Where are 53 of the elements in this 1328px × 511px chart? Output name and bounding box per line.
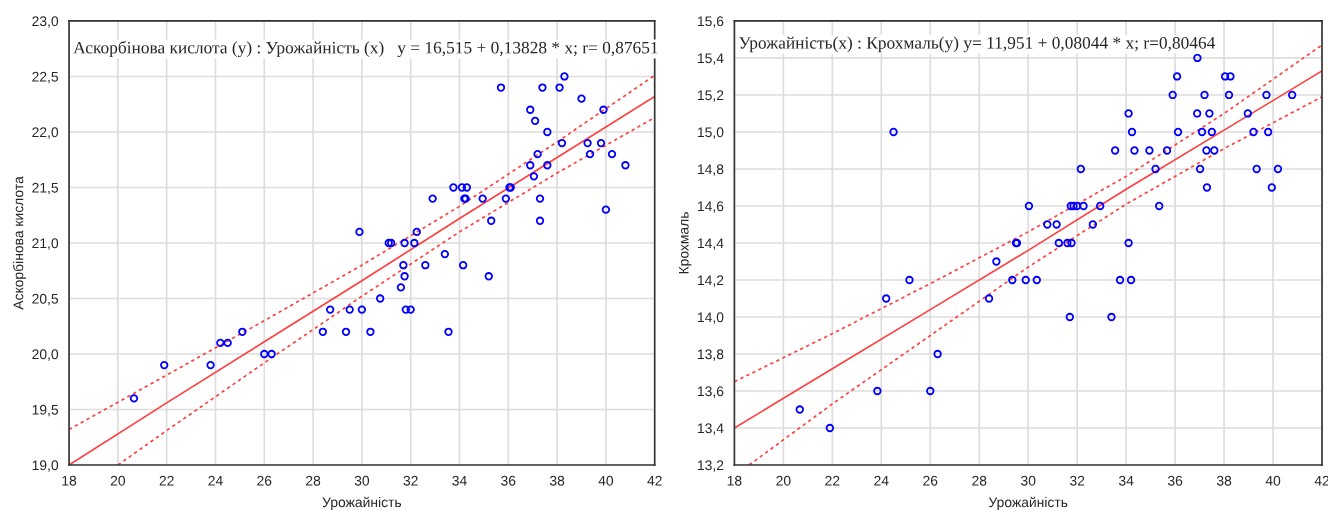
- y-axis-title: Аскорбінова кислота: [12, 176, 27, 310]
- x-tick-label: 32: [403, 475, 418, 486]
- x-tick-label: 20: [110, 475, 126, 486]
- x-tick-label: 26: [923, 475, 938, 486]
- x-tick-label: 30: [354, 475, 370, 486]
- y-tick-label: 13,6: [698, 386, 724, 398]
- y-tick-label: 14,8: [698, 164, 724, 176]
- y-tick-label: 14,6: [698, 201, 724, 213]
- y-tick-label: 13,2: [698, 460, 724, 472]
- y-tick-label: 21,0: [32, 238, 59, 250]
- y-tick-label: 20,5: [32, 293, 59, 306]
- x-tick-label: 38: [549, 475, 565, 486]
- x-tick-label: 28: [972, 475, 987, 486]
- x-tick-label: 18: [727, 475, 742, 486]
- x-tick-label: 34: [452, 475, 467, 486]
- y-tick-label: 19,0: [32, 460, 59, 472]
- x-tick-label: 24: [874, 475, 889, 486]
- x-tick-label: 36: [501, 475, 516, 486]
- x-axis-title: Урожайність: [988, 496, 1068, 510]
- x-tick-label: 22: [825, 475, 840, 486]
- y-tick-label: 19,5: [32, 404, 59, 417]
- y-tick-label: 15,4: [698, 53, 724, 65]
- x-tick-label: 30: [1021, 475, 1036, 486]
- x-tick-label: 40: [1265, 475, 1281, 486]
- y-tick-label: 14,4: [698, 238, 724, 250]
- x-tick-label: 18: [62, 475, 77, 486]
- y-tick-label: 13,8: [698, 349, 724, 361]
- y-tick-label: 22,0: [32, 127, 59, 139]
- x-tick-label: 34: [1118, 475, 1134, 486]
- y-tick-label: 13,4: [698, 423, 724, 435]
- x-tick-label: 38: [1216, 475, 1232, 486]
- x-tick-label: 32: [1069, 475, 1085, 486]
- x-tick-label: 36: [1167, 475, 1183, 486]
- y-axis-title: Крохмаль: [678, 212, 692, 274]
- y-tick-label: 21,5: [32, 182, 59, 195]
- x-tick-label: 26: [257, 475, 272, 486]
- y-tick-label: 22,5: [32, 71, 59, 84]
- y-tick-label: 14,0: [698, 312, 724, 324]
- x-tick-label: 20: [776, 475, 791, 486]
- y-tick-label: 15,0: [698, 127, 724, 139]
- x-axis-title: Урожайність: [322, 496, 402, 510]
- y-tick-label: 15,6: [698, 16, 724, 28]
- y-tick-label: 23,0: [32, 16, 59, 28]
- x-tick-label: 42: [647, 475, 662, 486]
- x-tick-label: 40: [598, 475, 614, 486]
- text: Урожайність(x) : Крохмаль(y) y= 11,951 + 0,08044 * x; r=0,80464: [739, 36, 1216, 53]
- y-tick-label: 14,2: [698, 275, 724, 287]
- x-tick-label: 24: [208, 475, 223, 486]
- y-tick-label: 20,0: [32, 349, 59, 361]
- text: Аскорбінова кислота (y) : Урожайність (x) y = 16,515 + 0,13828 * x; r= 0,87651: [73, 40, 658, 58]
- y-tick-label: 15,2: [698, 90, 724, 102]
- x-tick-label: 22: [159, 475, 174, 486]
- x-tick-label: 28: [306, 475, 321, 486]
